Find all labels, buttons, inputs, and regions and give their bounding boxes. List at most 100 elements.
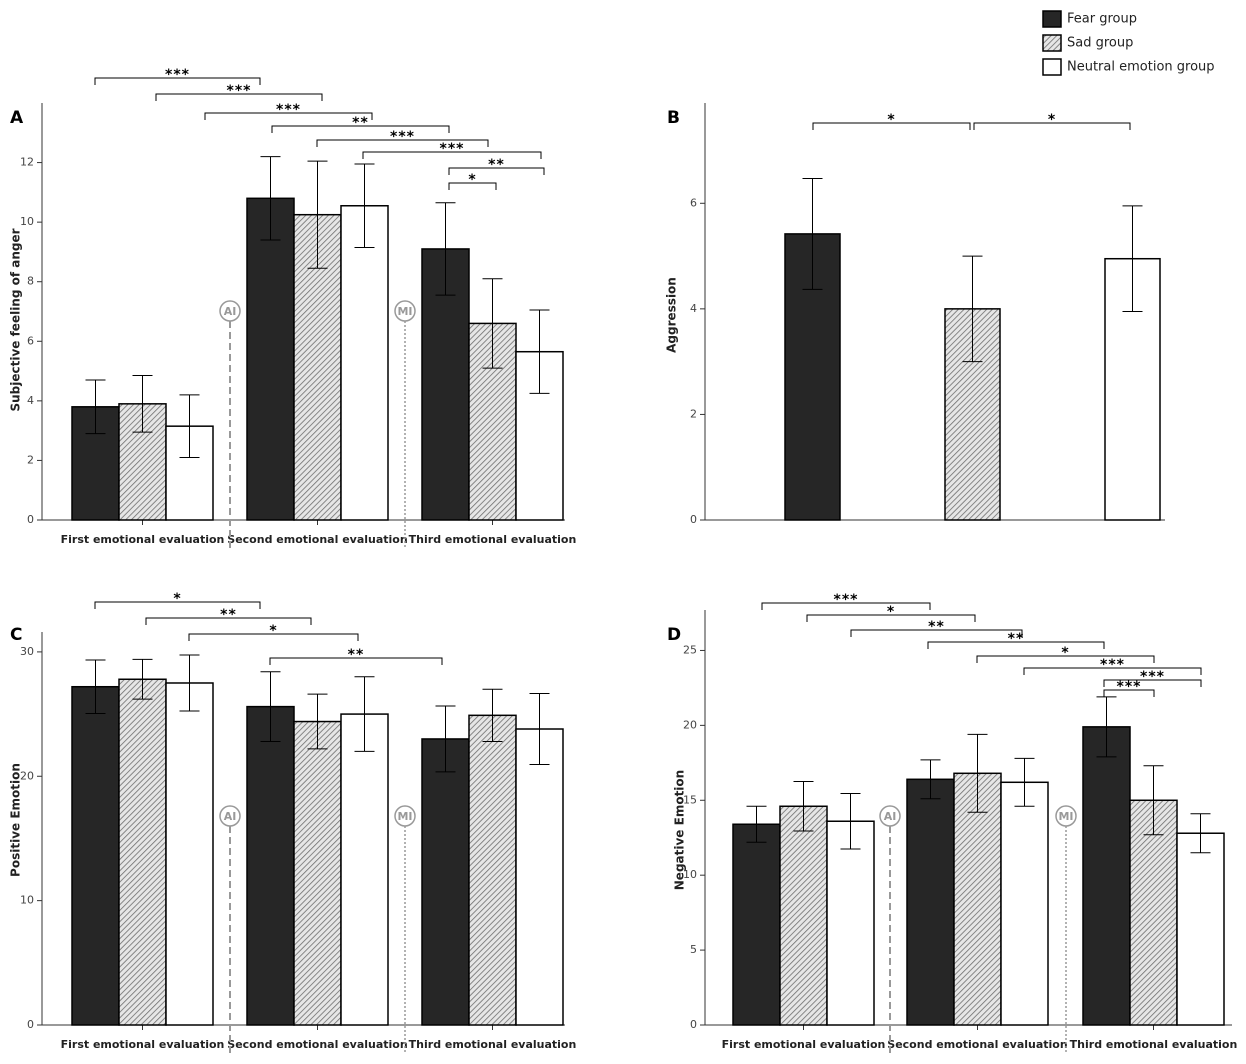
bar bbox=[165, 425, 214, 521]
significance-bracket bbox=[1103, 689, 1155, 697]
bar bbox=[1176, 832, 1225, 1026]
significance-label: *** bbox=[227, 83, 252, 99]
bar bbox=[246, 705, 295, 1026]
error-bar bbox=[1190, 813, 1211, 854]
significance-label: * bbox=[173, 591, 181, 607]
significance-label: *** bbox=[1100, 657, 1125, 673]
error-bar bbox=[85, 659, 106, 714]
significance-label: *** bbox=[276, 102, 301, 118]
legend-swatch bbox=[1042, 34, 1062, 52]
panel-letter: B bbox=[667, 108, 680, 128]
error-bar bbox=[307, 160, 328, 269]
bar bbox=[71, 685, 120, 1026]
significance-label: ** bbox=[928, 619, 945, 635]
significance-label: *** bbox=[440, 141, 465, 157]
bar bbox=[515, 728, 564, 1026]
y-tick-label: 20 bbox=[683, 718, 697, 731]
legend-swatch bbox=[1042, 58, 1062, 76]
significance-bracket bbox=[188, 633, 359, 641]
error-bar bbox=[132, 658, 153, 700]
error-bar bbox=[793, 781, 814, 832]
error-bar bbox=[482, 278, 503, 369]
significance-label: *** bbox=[390, 129, 415, 145]
marker-label: MI bbox=[397, 305, 412, 318]
error-bar bbox=[260, 671, 281, 742]
significance-label: * bbox=[468, 172, 476, 188]
error-bar bbox=[307, 693, 328, 750]
y-tick-label: 8 bbox=[27, 275, 34, 288]
significance-bracket bbox=[94, 601, 261, 609]
significance-label: *** bbox=[1140, 669, 1165, 685]
error-bar bbox=[1122, 205, 1143, 312]
significance-bracket bbox=[155, 93, 323, 101]
significance-label: ** bbox=[488, 157, 505, 173]
y-tick-label: 2 bbox=[27, 453, 34, 466]
bar bbox=[779, 805, 828, 1026]
bar bbox=[784, 233, 841, 521]
y-tick-label: 5 bbox=[690, 943, 697, 956]
significance-label: *** bbox=[1117, 679, 1142, 695]
significance-bracket bbox=[761, 602, 931, 610]
bar bbox=[118, 403, 167, 521]
bar bbox=[906, 778, 955, 1026]
legend-swatch bbox=[1042, 10, 1062, 28]
significance-bracket bbox=[927, 641, 1105, 649]
legend-label: Fear group bbox=[1067, 12, 1137, 27]
significance-label: * bbox=[887, 604, 895, 620]
marker-label: AI bbox=[224, 810, 237, 823]
significance-bracket bbox=[271, 125, 450, 133]
bar bbox=[340, 713, 389, 1026]
marker-circle bbox=[219, 300, 241, 322]
y-tick-label: 30 bbox=[20, 645, 34, 658]
y-tick-label: 0 bbox=[690, 1018, 697, 1031]
significance-bracket bbox=[316, 139, 489, 147]
marker-circle bbox=[219, 805, 241, 827]
error-bar bbox=[354, 163, 375, 248]
error-bar bbox=[435, 705, 456, 773]
significance-bracket bbox=[812, 122, 971, 130]
error-bar bbox=[746, 805, 767, 843]
significance-label: * bbox=[887, 112, 895, 128]
significance-label: * bbox=[1048, 112, 1056, 128]
significance-bracket bbox=[94, 77, 261, 85]
marker-label: MI bbox=[397, 810, 412, 823]
significance-label: ** bbox=[1008, 631, 1025, 647]
x-tick-label: First emotional evaluation bbox=[61, 533, 225, 546]
error-bar bbox=[529, 693, 550, 765]
y-tick-label: 0 bbox=[27, 513, 34, 526]
error-bar bbox=[435, 202, 456, 296]
error-bar bbox=[260, 156, 281, 241]
y-tick-label: 10 bbox=[20, 894, 34, 907]
bar bbox=[340, 205, 389, 521]
significance-bracket bbox=[448, 182, 497, 190]
bar bbox=[421, 738, 470, 1026]
significance-bracket bbox=[973, 122, 1131, 130]
significance-bracket bbox=[1023, 667, 1202, 675]
y-axis-label: Positive Emotion bbox=[9, 763, 23, 877]
bar bbox=[468, 714, 517, 1026]
y-tick-label: 6 bbox=[27, 334, 34, 347]
marker-circle bbox=[879, 805, 901, 827]
significance-bracket bbox=[362, 151, 542, 159]
y-tick-label: 0 bbox=[27, 1018, 34, 1031]
significance-bracket bbox=[269, 657, 443, 665]
x-tick-label: First emotional evaluation bbox=[722, 1038, 886, 1051]
error-bar bbox=[354, 676, 375, 752]
y-tick-label: 4 bbox=[27, 394, 34, 407]
x-tick-label: Second emotional evaluation bbox=[887, 1038, 1067, 1051]
y-axis-label: Aggression bbox=[665, 277, 679, 353]
y-tick-label: 2 bbox=[690, 407, 697, 420]
marker-label: AI bbox=[224, 305, 237, 318]
significance-label: * bbox=[269, 623, 277, 639]
y-tick-label: 0 bbox=[690, 513, 697, 526]
significance-bracket bbox=[448, 167, 545, 175]
y-axis-label: Subjective feeling of anger bbox=[9, 228, 23, 411]
panel-letter: A bbox=[10, 108, 24, 128]
significance-label: *** bbox=[834, 592, 859, 608]
bar bbox=[826, 820, 875, 1026]
marker-label: AI bbox=[884, 810, 897, 823]
y-tick-label: 4 bbox=[690, 302, 697, 315]
error-bar bbox=[1143, 765, 1164, 836]
error-bar bbox=[840, 793, 861, 850]
